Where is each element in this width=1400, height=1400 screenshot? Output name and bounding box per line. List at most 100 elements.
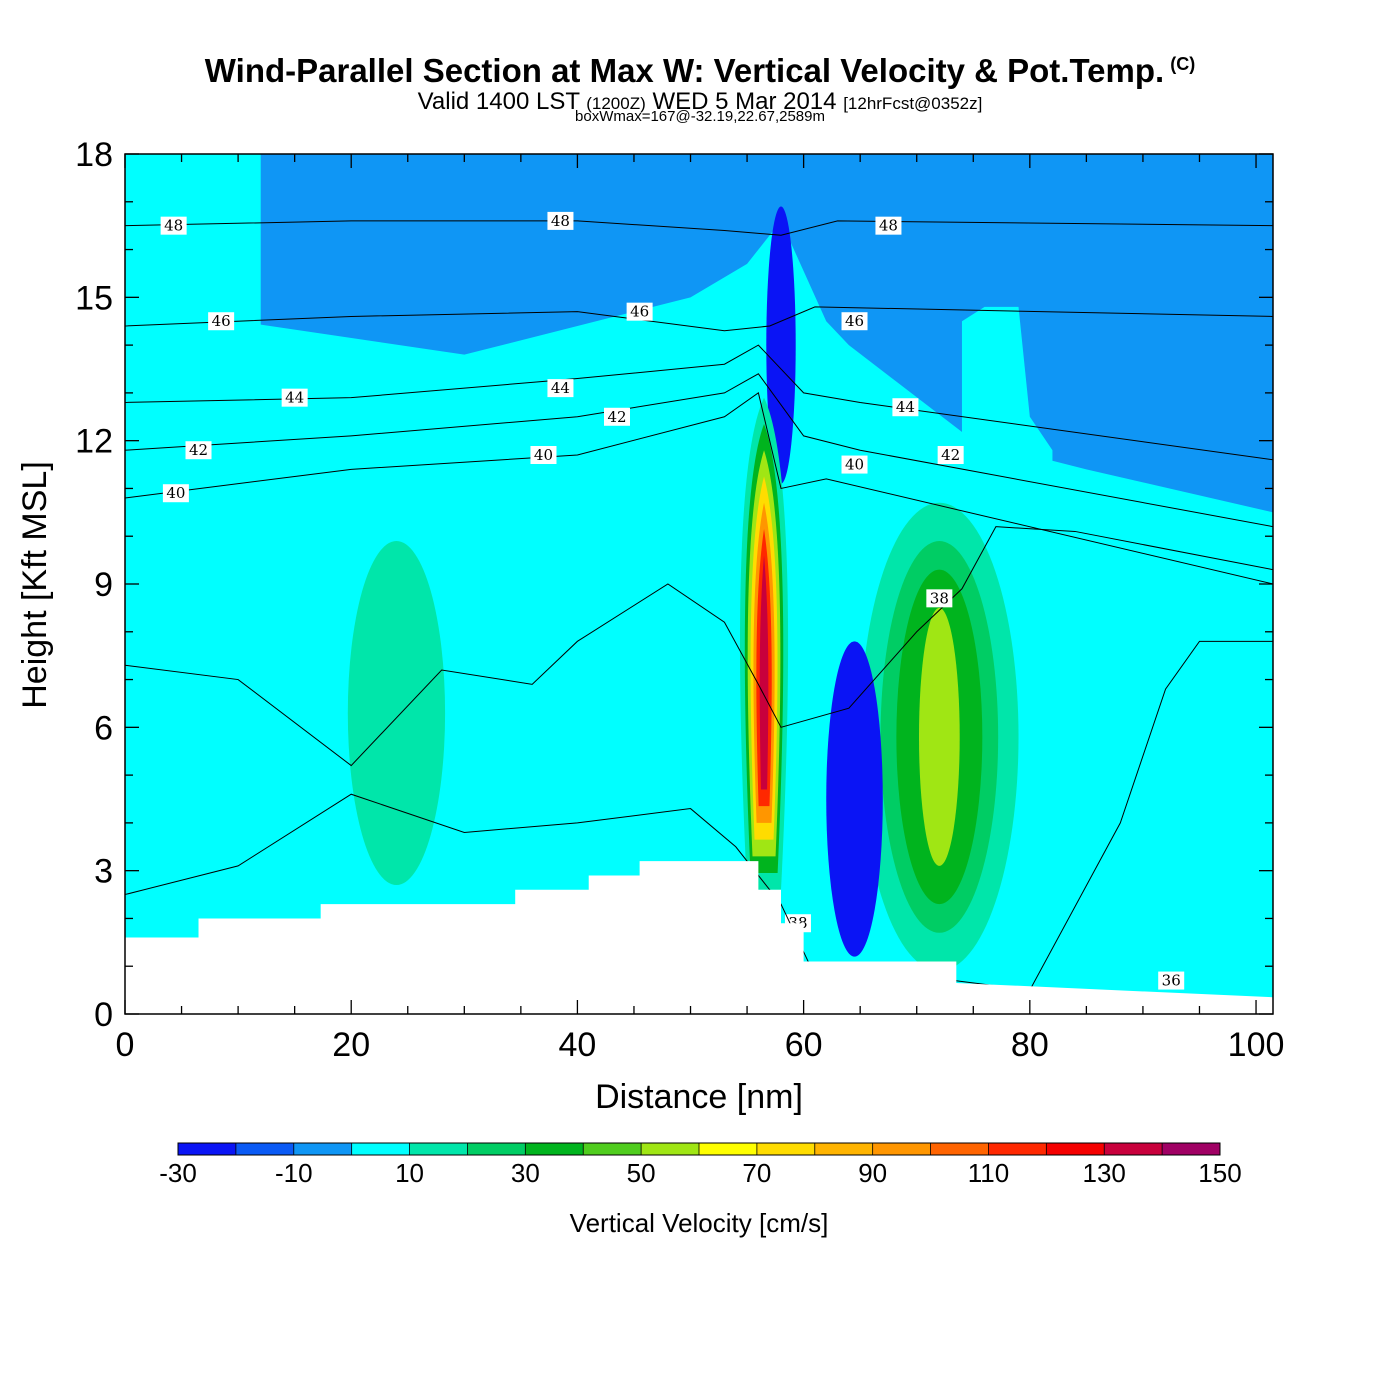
colorbar-swatch	[293, 1143, 352, 1155]
y-axis-title: Height [Kft MSL]	[16, 461, 54, 709]
colorbar-swatch	[351, 1143, 410, 1155]
colorbar-swatch	[409, 1143, 468, 1155]
colorbar-swatch	[525, 1143, 584, 1155]
contour-label-text: 48	[551, 212, 570, 230]
valid-time: Valid 1400 LST	[417, 88, 580, 115]
x-axis-title: Distance [nm]	[595, 1078, 803, 1116]
colorbar-label: 50	[627, 1158, 656, 1188]
colorbar-label: 10	[395, 1158, 424, 1188]
y-tick-label: 9	[94, 566, 113, 604]
contour-label-text: 38	[930, 589, 949, 607]
theta-contour-44	[125, 344, 1273, 461]
x-tick-label: 60	[785, 1026, 823, 1064]
contour-label-36: 36	[1158, 971, 1185, 990]
contour-label-text: 44	[896, 398, 915, 416]
contour-label-38: 38	[926, 589, 953, 608]
colorbar-swatch	[1104, 1143, 1163, 1155]
chart-title: Wind-Parallel Section at Max W: Vertical…	[0, 52, 1400, 90]
contour-label-44: 44	[281, 388, 308, 407]
contour-label-text: 46	[212, 312, 231, 330]
contour-label-text: 44	[551, 379, 570, 397]
colorbar-swatch	[235, 1143, 294, 1155]
chart-subtitle: Valid 1400 LST (1200Z) WED 5 Mar 2014 [1…	[0, 88, 1400, 116]
contour-label-46: 46	[208, 312, 235, 331]
theta-contour-46	[125, 306, 1273, 332]
contour-label-text: 46	[630, 303, 649, 321]
contour-label-text: 42	[941, 446, 960, 464]
valid-utc: (1200Z)	[586, 94, 646, 113]
colorbar-title: Vertical Velocity [cm/s]	[570, 1208, 829, 1238]
contour-label-text: 48	[879, 217, 898, 235]
colorbar-swatch	[756, 1143, 815, 1155]
colorbar-swatch	[699, 1143, 757, 1155]
contour-label-42: 42	[937, 446, 964, 464]
plot-area: 484848464646444444424242404040383836	[125, 154, 1273, 1014]
velocity-region-green-column-right-max	[918, 607, 960, 866]
colorbar-swatch	[1162, 1143, 1220, 1155]
y-tick-label: 3	[94, 853, 113, 891]
contour-label-44: 44	[892, 398, 919, 417]
theta-contour-38	[125, 526, 1273, 767]
contour-label-48: 48	[160, 216, 187, 235]
colorbar-swatch	[583, 1143, 642, 1155]
contour-label-44: 44	[547, 379, 574, 398]
contour-label-40: 40	[530, 446, 557, 464]
colorbar-swatch	[641, 1143, 699, 1155]
x-tick-label: 0	[116, 1026, 135, 1064]
contour-label-text: 40	[534, 446, 553, 464]
contour-label-40: 40	[162, 484, 189, 503]
contour-label-text: 44	[285, 389, 304, 407]
theta-contour-42	[125, 373, 1273, 528]
theta-contour-48	[125, 220, 1273, 236]
contour-label-46: 46	[626, 302, 653, 321]
x-tick-label: 20	[332, 1026, 370, 1064]
colorbar-label: 70	[742, 1158, 771, 1188]
x-tick-label: 40	[558, 1026, 596, 1064]
velocity-region-cyan-upper-left	[125, 154, 261, 1014]
contour-label-text: 48	[164, 217, 183, 235]
colorbar-label: -30	[159, 1158, 197, 1188]
contour-label-text: 40	[845, 456, 864, 474]
contour-label-42: 42	[604, 407, 630, 426]
contour-label-48: 48	[547, 211, 574, 230]
contour-label-42: 42	[185, 441, 212, 460]
colorbar-swatch	[814, 1143, 873, 1155]
valid-date: WED 5 Mar 2014	[652, 88, 837, 115]
x-tick-label: 100	[1228, 1026, 1285, 1064]
colorbar-label: 110	[968, 1158, 1009, 1188]
contour-label-text: 42	[607, 408, 626, 426]
theta-contour-40	[125, 392, 1273, 585]
contour-label-text: 46	[845, 312, 864, 330]
y-tick-label: 0	[94, 996, 113, 1034]
colorbar-label: 30	[511, 1158, 540, 1188]
colorbar-swatch	[467, 1143, 526, 1155]
y-tick-label: 18	[75, 136, 113, 174]
colorbar-swatch	[930, 1143, 989, 1155]
contour-label-text: 42	[189, 441, 208, 459]
contour-label-text: 36	[1162, 972, 1181, 990]
box-info: boxWmax=167@-32.19,22.67,2589m	[575, 108, 825, 125]
contour-label-text: 40	[166, 484, 185, 502]
updraft-level-130	[759, 555, 769, 790]
colorbar-swatch	[1046, 1143, 1105, 1155]
x-tick-label: 80	[1011, 1026, 1049, 1064]
colorbar-swatch	[988, 1143, 1047, 1155]
colorbar-label: 90	[858, 1158, 887, 1188]
terrain-mask	[125, 861, 1273, 1014]
colorbar: -30 -10 10 30 50 70 90 110 130 150	[159, 1142, 1242, 1188]
chart-title-text: Wind-Parallel Section at Max W: Vertical…	[204, 52, 1165, 89]
velocity-region-blue-downdraft	[826, 641, 883, 957]
contour-label-40: 40	[841, 455, 868, 474]
colorbar-swatch	[872, 1143, 931, 1155]
y-tick-label: 12	[75, 423, 113, 461]
forecast-info: [12hrFcst@0352z]	[843, 94, 983, 113]
copyright-mark: (C)	[1170, 54, 1196, 74]
contour-label-46: 46	[841, 312, 868, 331]
contour-label-48: 48	[875, 216, 902, 235]
colorbar-label: -10	[275, 1158, 313, 1188]
colorbar-swatch	[178, 1143, 236, 1155]
y-tick-label: 6	[94, 709, 113, 747]
colorbar-label: 130	[1083, 1158, 1126, 1188]
